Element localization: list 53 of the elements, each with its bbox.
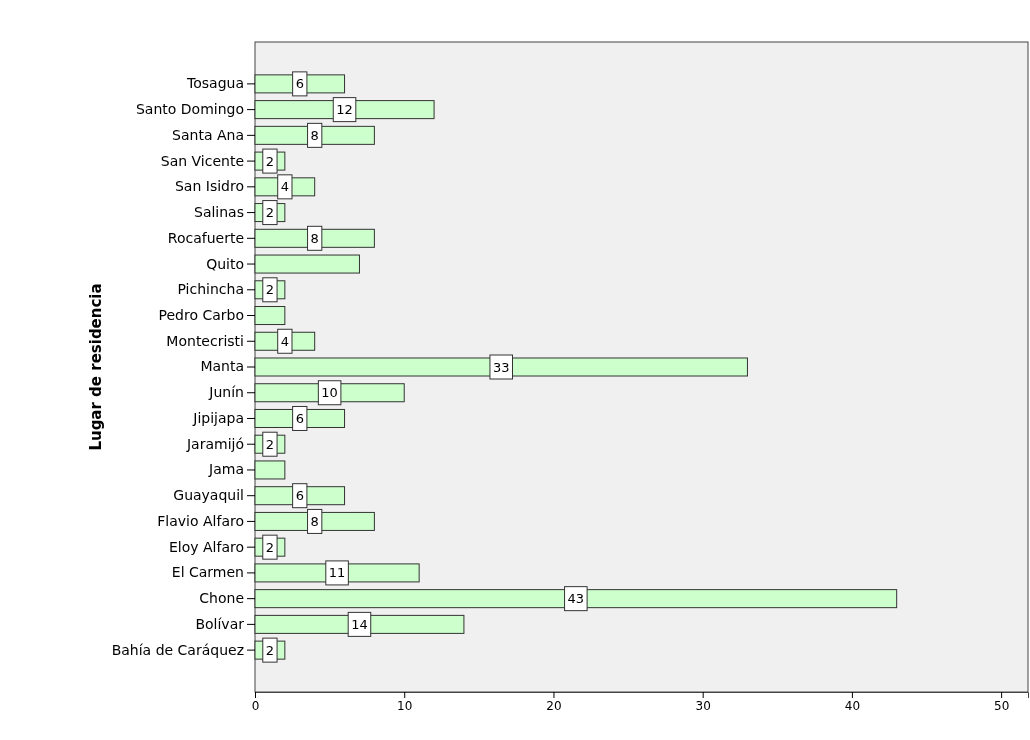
y-tick-label: Santa Ana <box>172 126 244 143</box>
y-tick-label: Tosagua <box>186 75 244 92</box>
bar <box>254 306 286 326</box>
y-tick-label: Pedro Carbo <box>158 307 244 323</box>
y-tick-label: Eloy Alfaro <box>168 538 244 555</box>
bar <box>254 460 286 480</box>
data-label: 2 <box>265 436 275 452</box>
y-tick-label: El Carmen <box>171 564 244 581</box>
y-tick-label: San Vicente <box>160 152 244 169</box>
data-label: 6 <box>295 410 304 426</box>
data-label: 8 <box>310 513 319 529</box>
x-tick-label: 0 <box>251 698 260 713</box>
y-tick-label: Junín <box>208 384 244 401</box>
data-label: 12 <box>336 102 353 118</box>
x-tick-label: 30 <box>695 698 711 713</box>
data-label: 11 <box>328 565 346 581</box>
bar <box>254 254 360 274</box>
y-tick-label: Rocafuerte <box>167 229 244 246</box>
y-tick-label: Chone <box>199 590 244 607</box>
data-label: 2 <box>265 539 275 555</box>
y-tick-label: Flavio Alfaro <box>157 512 244 529</box>
data-label: 14 <box>351 616 368 632</box>
data-label: 4 <box>280 179 289 195</box>
y-tick-label: Jama <box>208 461 244 478</box>
y-axis-title: Lugar de residencia <box>86 283 105 451</box>
y-tick-label: Bolívar <box>195 615 245 632</box>
y-tick-label: San Isidro <box>174 178 244 195</box>
y-tick-label: Pichincha <box>177 281 244 298</box>
y-tick-label: Guayaquil <box>173 487 244 504</box>
y-tick-label: Jaramijó <box>185 435 244 452</box>
data-label: 33 <box>492 359 510 375</box>
data-label: 8 <box>310 127 319 143</box>
y-tick-label: Manta <box>200 358 244 375</box>
y-tick-label: Salinas <box>194 204 244 221</box>
x-tick-label: 20 <box>546 698 562 713</box>
data-label: 8 <box>310 230 319 246</box>
x-tick-label: 10 <box>397 698 413 713</box>
y-tick-label: Quito <box>206 255 244 272</box>
y-tick-label: Jipijapa <box>192 409 244 426</box>
data-label: 2 <box>265 205 275 221</box>
data-label: 2 <box>265 153 275 169</box>
data-label: 10 <box>321 385 338 401</box>
data-label: 6 <box>295 488 304 504</box>
y-tick-label: Santo Domingo <box>135 101 244 118</box>
data-label: 6 <box>295 76 304 92</box>
data-label: 2 <box>265 282 275 298</box>
y-tick-label: Montecristi <box>166 332 244 349</box>
data-label: 2 <box>265 642 275 658</box>
y-tick-label: Bahía de Caráquez <box>111 641 244 658</box>
data-label: 43 <box>567 591 585 607</box>
x-tick-label: 50 <box>994 698 1010 713</box>
x-tick-label: 40 <box>844 698 861 713</box>
data-label: 4 <box>280 333 289 349</box>
